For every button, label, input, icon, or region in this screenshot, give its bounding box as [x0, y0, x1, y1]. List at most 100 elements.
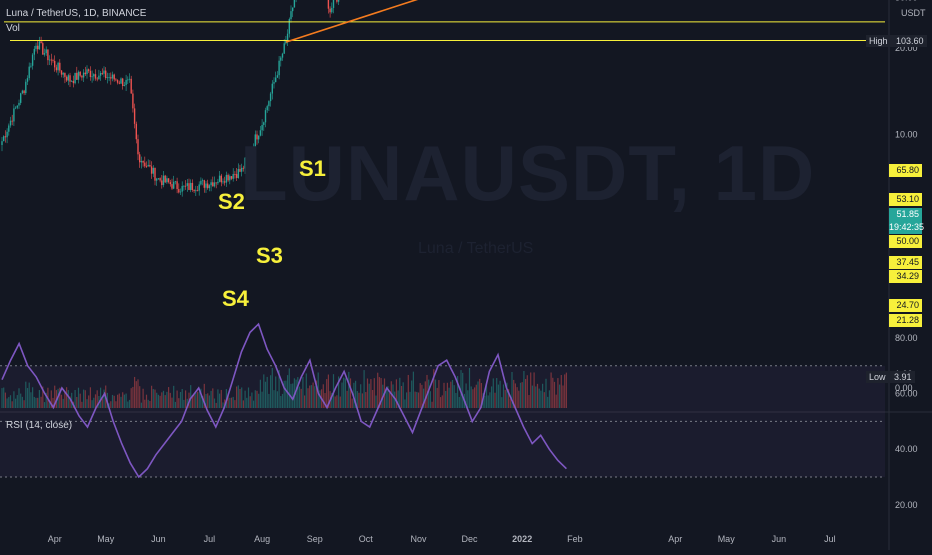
- candle-body: [215, 182, 217, 184]
- volume-bar: [543, 392, 545, 408]
- candle-body: [281, 53, 284, 58]
- candle-body: [8, 125, 10, 132]
- volume-bar: [553, 381, 556, 408]
- candle-body: [133, 108, 136, 124]
- volume-bar: [302, 377, 304, 408]
- candle-body: [9, 120, 12, 126]
- candle-body: [48, 59, 51, 61]
- volume-bar: [232, 396, 234, 408]
- candle-body: [242, 167, 245, 169]
- volume-bar: [33, 396, 35, 408]
- volume-bar: [236, 386, 238, 408]
- volume-bar: [193, 393, 195, 408]
- candle-body: [43, 53, 46, 55]
- volume-bar: [314, 386, 316, 408]
- volume-bar: [215, 402, 217, 408]
- volume-bar: [489, 392, 491, 408]
- volume-bar: [475, 384, 477, 408]
- candle-body: [178, 189, 180, 193]
- volume-bar: [120, 396, 122, 408]
- volume-bar: [110, 401, 112, 408]
- candle-body: [174, 181, 177, 183]
- candle-body: [98, 75, 100, 80]
- volume-bar: [509, 398, 511, 408]
- candle-body: [42, 43, 44, 55]
- volume-bar: [62, 398, 64, 408]
- candle-body: [190, 182, 192, 191]
- volume-bar: [421, 384, 423, 408]
- volume-bar: [429, 391, 431, 408]
- candle-body: [101, 72, 103, 74]
- candle-body: [149, 164, 151, 167]
- candle-body: [252, 147, 255, 149]
- volume-bar: [130, 388, 132, 408]
- volume-bar: [8, 397, 10, 408]
- candle-body: [280, 57, 282, 61]
- volume-bar: [249, 396, 251, 408]
- volume-bar: [564, 374, 566, 408]
- volume-bar: [484, 395, 486, 408]
- candle-body: [71, 80, 73, 82]
- volume-bar: [246, 397, 248, 408]
- volume-bar: [190, 385, 192, 408]
- volume-bar: [431, 401, 433, 408]
- volume-bar: [480, 382, 482, 408]
- candle-body: [60, 70, 63, 75]
- y-tick-label: 0.00: [895, 383, 913, 393]
- volume-bar: [205, 393, 207, 408]
- volume-bar: [472, 389, 474, 408]
- vol-label[interactable]: Vol: [6, 23, 20, 34]
- rsi-band: [0, 365, 885, 477]
- support-label-s1: S1: [299, 156, 326, 181]
- candle-body: [157, 178, 160, 179]
- volume-bar: [375, 395, 377, 408]
- candle-body: [96, 78, 98, 80]
- candle-body: [137, 139, 139, 155]
- candle-body: [208, 185, 211, 189]
- volume-bar: [253, 400, 255, 408]
- candle-body: [31, 54, 34, 66]
- candle-body: [288, 19, 290, 34]
- volume-bar: [441, 395, 443, 408]
- volume-bar: [96, 390, 98, 408]
- candle-body: [40, 41, 42, 44]
- volume-bar: [506, 382, 508, 408]
- x-tick-label: Aug: [254, 534, 270, 544]
- volume-bar: [101, 398, 103, 408]
- volume-bar: [127, 401, 129, 408]
- candle-body: [50, 59, 52, 61]
- volume-bar: [166, 391, 168, 408]
- rsi-title[interactable]: RSI (14, close): [6, 420, 73, 431]
- volume-bar: [79, 393, 81, 408]
- volume-bar: [74, 389, 76, 408]
- volume-bar: [295, 379, 297, 408]
- volume-bar: [414, 391, 416, 408]
- volume-bar: [123, 394, 125, 408]
- volume-bar: [531, 385, 533, 408]
- symbol-title[interactable]: Luna / TetherUS, 1D, BINANCE: [6, 8, 147, 19]
- volume-bar: [60, 394, 63, 408]
- volume-bar: [15, 398, 17, 408]
- volume-bar: [229, 397, 231, 408]
- volume-bar: [278, 370, 280, 408]
- volume-bar: [548, 390, 550, 408]
- volume-bar: [125, 393, 127, 408]
- volume-bar: [307, 388, 309, 408]
- volume-bar: [147, 399, 149, 408]
- candle-body: [118, 82, 120, 84]
- volume-bar: [196, 391, 199, 408]
- volume-bar: [247, 387, 250, 408]
- candle-body: [337, 0, 340, 2]
- volume-bar: [528, 395, 530, 408]
- volume-bar: [334, 396, 336, 408]
- volume-bar: [312, 382, 314, 408]
- candle-body: [227, 174, 229, 181]
- volume-bar: [128, 399, 131, 408]
- volume-bar: [144, 399, 146, 408]
- volume-bar: [276, 391, 278, 408]
- candle-body: [67, 75, 69, 81]
- volume-bar: [365, 392, 367, 408]
- volume-bar: [322, 384, 324, 408]
- candle-body: [268, 101, 270, 107]
